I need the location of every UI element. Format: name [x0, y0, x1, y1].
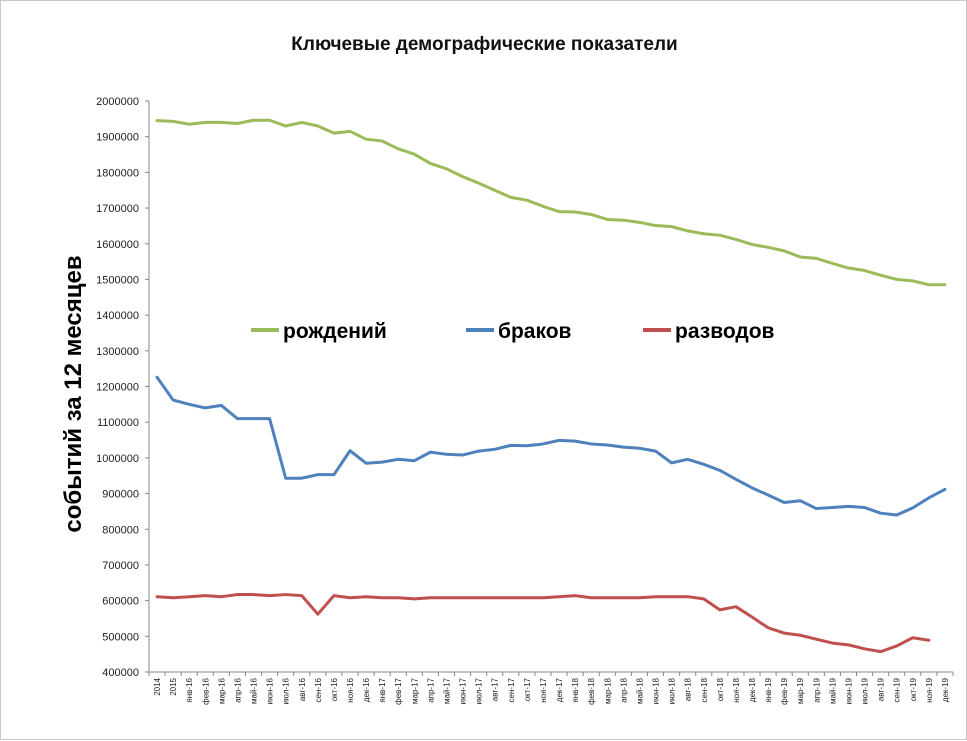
series-line-браков [155, 375, 947, 517]
x-tick-label: мар-18 [603, 677, 612, 704]
series-line-рождений [155, 118, 947, 287]
x-tick-label: авг-19 [877, 677, 886, 701]
x-tick-label: мар-19 [796, 677, 805, 704]
x-tick-label: мар-17 [410, 677, 419, 704]
x-tick-label: фев-18 [587, 677, 596, 704]
y-tick-label: 1600000 [96, 239, 139, 251]
y-tick-label: 1700000 [96, 203, 139, 215]
x-tick-label: окт-16 [330, 677, 339, 701]
legend-entry: рождений [283, 320, 387, 343]
x-tick-label: сен-19 [893, 677, 902, 702]
x-tick-label: июл-19 [861, 677, 870, 704]
x-tick-label: сен-16 [314, 677, 323, 702]
x-tick-label: окт-17 [523, 677, 532, 701]
x-tick-label: май-16 [250, 677, 259, 704]
x-tick-label: сен-17 [507, 677, 516, 702]
x-tick-label: май-18 [635, 677, 644, 704]
x-tick-label: 2015 [169, 677, 178, 695]
x-tick-label: авг-18 [684, 677, 693, 701]
x-tick-label: янв-17 [378, 677, 387, 702]
y-tick-label: 2000000 [96, 96, 139, 108]
x-tick-label: янв-16 [185, 677, 194, 702]
x-tick-label: ноя-18 [732, 677, 741, 702]
x-tick-label: авг-16 [298, 677, 307, 701]
x-tick-label: май-19 [828, 677, 837, 704]
x-tick-label: июл-18 [668, 677, 677, 704]
x-tick-label: июл-17 [475, 677, 484, 704]
y-tick-label: 1200000 [96, 382, 139, 394]
x-tick-label: май-17 [442, 677, 451, 704]
y-tick-label: 400000 [102, 667, 139, 679]
legend-entry: разводов [675, 320, 775, 343]
y-axis-label: событий за 12 месяцев [60, 255, 87, 532]
x-tick-label: фев-16 [201, 677, 210, 704]
y-tick-label: 1000000 [96, 453, 139, 465]
x-tick-label: июн-18 [652, 677, 661, 704]
x-tick-label: апр-16 [233, 677, 242, 702]
chart-title: Ключевые демографические показатели [291, 34, 678, 55]
y-tick-label: 800000 [102, 524, 139, 536]
y-tick-label: 900000 [102, 489, 139, 501]
series-line-разводов [155, 593, 931, 654]
x-tick-label: июн-17 [459, 677, 468, 704]
x-tick-label: ноя-19 [925, 677, 934, 702]
x-tick-label: окт-19 [909, 677, 918, 701]
x-tick-label: сен-18 [700, 677, 709, 702]
y-tick-label: 700000 [102, 560, 139, 572]
x-tick-label: ноя-16 [346, 677, 355, 702]
x-tick-label: июн-16 [266, 677, 275, 704]
y-tick-label: 1100000 [97, 417, 139, 429]
x-tick-label: июл-16 [282, 677, 291, 704]
x-tick-label: дек-16 [362, 677, 371, 702]
x-tick-label: апр-17 [426, 677, 435, 702]
x-tick-label: апр-18 [619, 677, 628, 702]
y-tick-label: 1400000 [96, 310, 139, 322]
x-tick-label: 2014 [153, 677, 162, 695]
legend-entry: браков [498, 320, 572, 343]
y-tick-label: 500000 [102, 631, 139, 643]
y-tick-label: 1300000 [96, 346, 139, 358]
x-tick-label: авг-17 [491, 677, 500, 701]
x-tick-label: ноя-17 [539, 677, 548, 702]
x-tick-label: дек-19 [941, 677, 950, 702]
y-tick-label: 600000 [102, 596, 139, 608]
x-tick-label: янв-19 [764, 677, 773, 702]
x-tick-label: мар-16 [217, 677, 226, 704]
x-tick-label: апр-19 [812, 677, 821, 702]
x-tick-label: фев-17 [394, 677, 403, 704]
x-tick-label: окт-18 [716, 677, 725, 701]
x-tick-label: янв-18 [571, 677, 580, 702]
y-tick-label: 1500000 [96, 274, 139, 286]
x-tick-label: июн-19 [844, 677, 853, 704]
y-tick-label: 1900000 [96, 132, 139, 144]
x-tick-label: дек-18 [748, 677, 757, 702]
x-tick-label: фев-19 [780, 677, 789, 704]
x-tick-label: дек-17 [555, 677, 564, 702]
y-tick-label: 1800000 [96, 167, 139, 179]
